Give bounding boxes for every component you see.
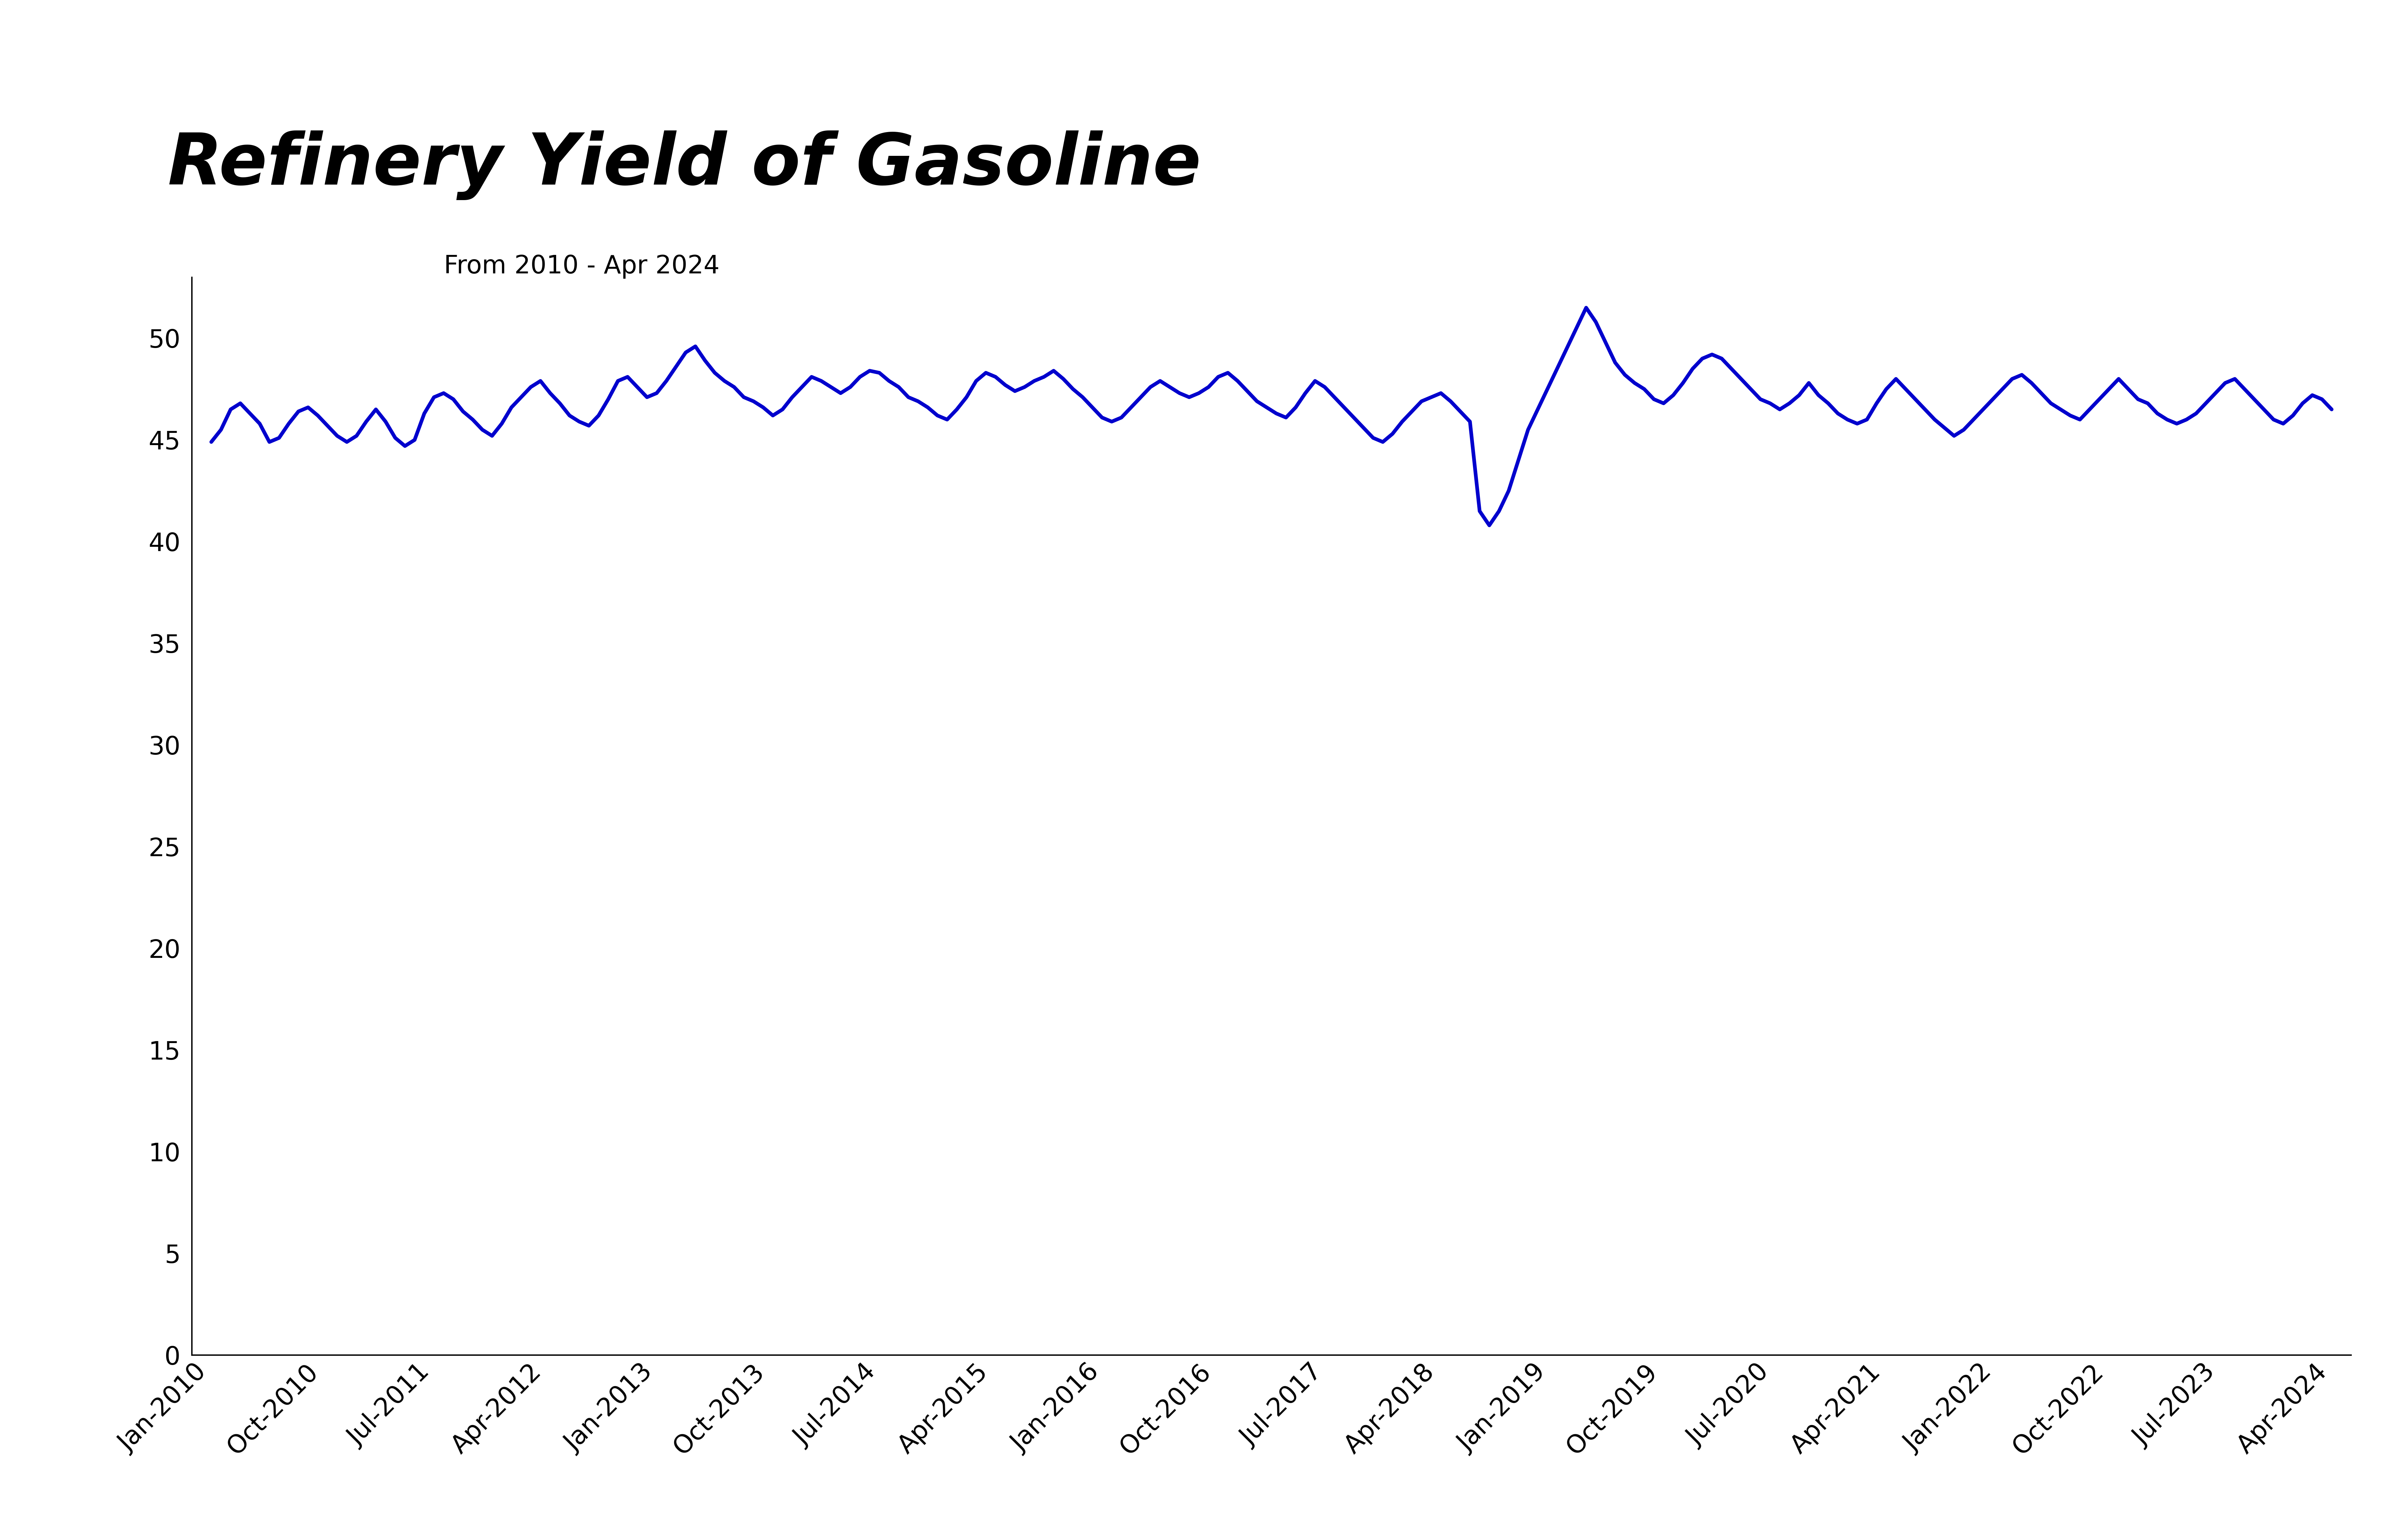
Text: From 2010 - Apr 2024: From 2010 - Apr 2024 — [444, 254, 720, 279]
Text: Refinery Yield of Gasoline: Refinery Yield of Gasoline — [168, 131, 1202, 200]
